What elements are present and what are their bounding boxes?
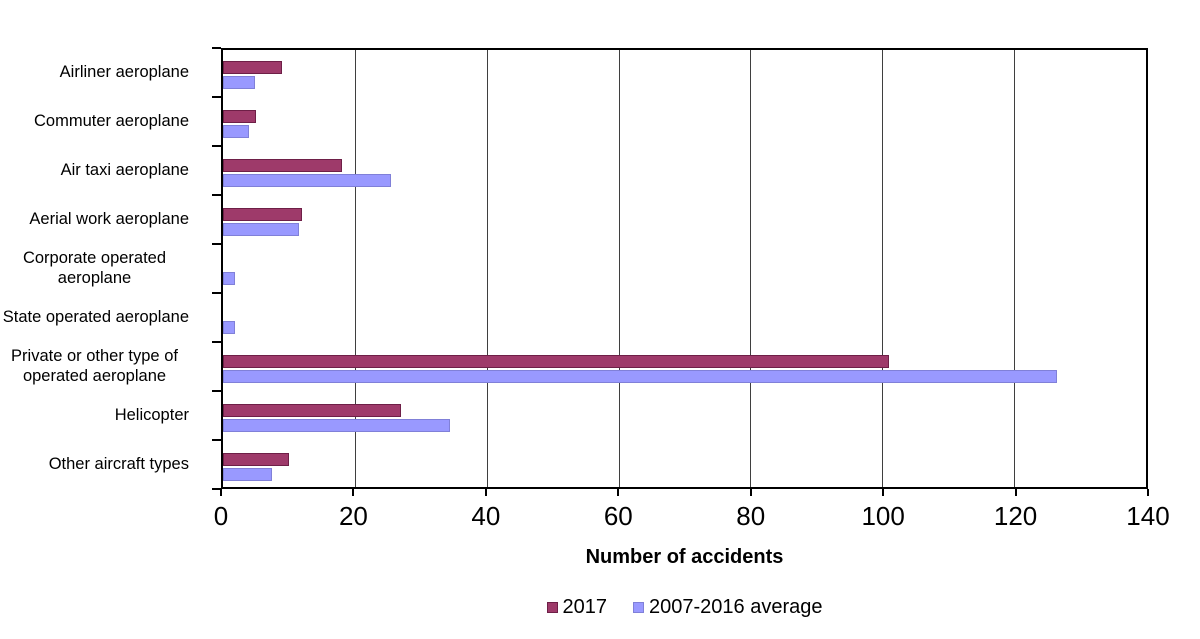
x-axis-tick-label: 20 — [338, 501, 368, 531]
x-axis-tick — [617, 489, 620, 496]
bar-average — [223, 174, 392, 187]
y-axis-label-text: Corporate operated aeroplane — [22, 249, 167, 287]
y-axis-label: Private or other type of operated aeropl… — [0, 342, 205, 391]
y-axis-label-text: Airliner aeroplane — [59, 62, 189, 81]
bar-rows — [223, 50, 1146, 487]
bar-row — [223, 99, 1146, 148]
x-axis-tick-label: 60 — [603, 501, 633, 531]
y-axis-label-text: Air taxi aeroplane — [60, 160, 189, 179]
bar-row — [223, 442, 1146, 491]
plot-area — [221, 48, 1148, 489]
legend-label-2017: 2017 — [562, 595, 608, 618]
y-axis-label-text: State operated aeroplane — [2, 307, 189, 326]
x-axis-tick — [220, 489, 222, 496]
x-axis-tick — [1147, 489, 1149, 496]
x-axis-tick-label: 40 — [471, 501, 501, 531]
x-axis-tick — [1014, 489, 1017, 496]
x-axis-tick-label: 120 — [993, 501, 1038, 531]
bar-2017 — [223, 110, 256, 123]
bar-average — [223, 223, 300, 236]
gridline-60 — [618, 50, 620, 487]
gridline-40 — [486, 50, 488, 487]
y-axis-label-text: Private or other type of operated aeropl… — [11, 347, 178, 385]
legend-item-average: 2007-2016 average — [633, 596, 822, 619]
bar-average — [223, 419, 450, 432]
bar-row — [223, 50, 1146, 99]
x-axis-tick-label: 0 — [213, 501, 229, 531]
bar-2017 — [223, 404, 401, 417]
bar-row — [223, 344, 1146, 393]
y-axis-label: Commuter aeroplane — [0, 97, 205, 146]
gridline-100 — [882, 50, 884, 487]
y-axis-tick — [212, 438, 221, 441]
bar-2017 — [223, 208, 303, 221]
y-axis-label: Aerial work aeroplane — [0, 195, 205, 244]
x-axis-tick — [882, 489, 885, 496]
y-axis-tick — [212, 242, 221, 245]
legend-swatch-2017 — [546, 601, 558, 613]
bar-2017 — [223, 159, 342, 172]
y-axis-tick — [212, 193, 221, 196]
legend-swatch-average — [633, 601, 644, 613]
bar-average — [223, 321, 235, 334]
bar-row — [223, 393, 1146, 442]
bar-average — [223, 468, 272, 481]
y-axis-label-text: Aerial work aeroplane — [29, 209, 189, 228]
bar-2017 — [223, 61, 283, 74]
bar-average — [223, 272, 235, 285]
x-axis-ticks — [220, 489, 1149, 497]
bar-row — [223, 148, 1146, 197]
x-axis-tick — [749, 489, 752, 496]
y-axis-label: Other aircraft types — [0, 440, 205, 489]
bar-average — [223, 370, 1057, 383]
y-axis-label-text: Commuter aeroplane — [34, 111, 189, 130]
y-axis-tick — [212, 390, 221, 392]
bar-row — [223, 197, 1146, 246]
y-axis-labels: Airliner aeroplane Commuter aeroplane Air … — [0, 48, 205, 489]
y-axis-label: Airliner aeroplane — [0, 48, 205, 97]
y-axis-label-text: Helicopter — [114, 405, 189, 424]
x-axis-title: Number of accidents — [585, 546, 784, 568]
y-axis-tick — [212, 488, 221, 490]
y-axis-tick — [212, 144, 221, 147]
y-axis-tick — [212, 292, 221, 294]
gridline-80 — [750, 50, 752, 487]
y-axis-label: Helicopter — [0, 391, 205, 440]
y-axis-ticks — [212, 47, 221, 490]
bar-row — [223, 246, 1146, 295]
y-axis-tick — [212, 47, 221, 49]
x-axis-tick-labels: 0 20 40 60 80 100 120 140 — [214, 501, 1170, 533]
bar-2017 — [223, 355, 889, 368]
y-axis-tick — [212, 340, 221, 343]
gridline-120 — [1014, 50, 1016, 487]
gridline-20 — [354, 50, 356, 487]
y-axis-label-text: Other aircraft types — [48, 454, 189, 473]
x-axis-tick-label: 140 — [1126, 501, 1170, 531]
bar-average — [223, 125, 249, 138]
x-axis-tick-label: 80 — [736, 501, 766, 531]
bar-2017 — [223, 453, 289, 466]
x-axis-tick-label: 100 — [861, 501, 905, 531]
legend: 2017 2007-2016 average — [221, 592, 1148, 622]
y-axis-label: State operated aeroplane — [0, 293, 205, 342]
y-axis-tick — [212, 95, 221, 98]
bar-average — [223, 76, 255, 89]
x-axis-tick — [352, 489, 355, 496]
y-axis-label: Corporate operated aeroplane — [0, 244, 205, 293]
legend-label-average: 2007-2016 average — [649, 595, 823, 618]
y-axis-label: Air taxi aeroplane — [0, 146, 205, 195]
legend-item-2017: 2017 — [546, 595, 608, 619]
bar-row — [223, 295, 1146, 344]
x-axis-tick — [484, 489, 487, 496]
